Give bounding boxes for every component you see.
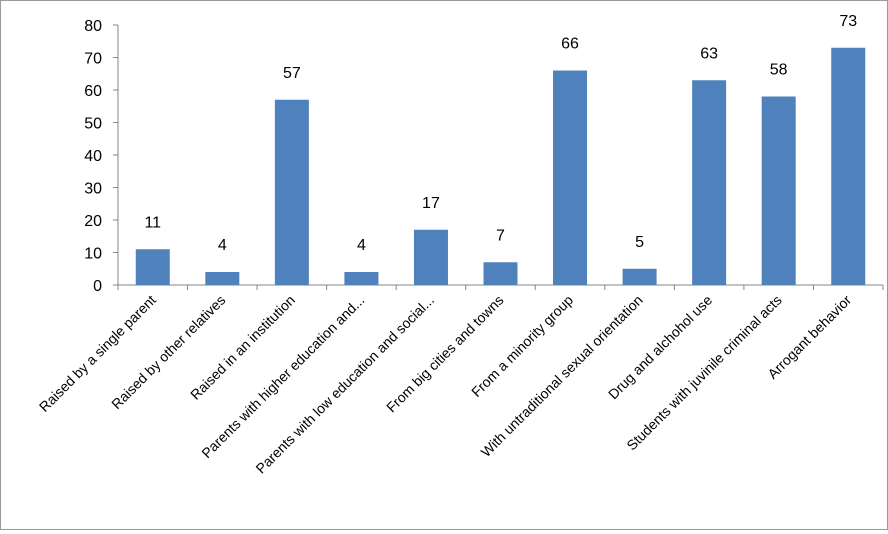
- y-tick-labels: 0 10 20 30 40 50 60 70 80: [84, 18, 102, 295]
- data-label: 58: [770, 62, 788, 79]
- y-tick-label: 40: [84, 148, 102, 165]
- y-tick-label: 50: [84, 116, 102, 133]
- data-label: 63: [700, 45, 718, 62]
- bar: [274, 99, 309, 285]
- bar: [692, 80, 727, 285]
- y-tick-label: 80: [84, 18, 102, 35]
- bars: [135, 47, 866, 285]
- data-label: 4: [357, 237, 366, 254]
- y-tick-label: 0: [93, 278, 102, 295]
- bar: [761, 96, 796, 285]
- y-tick-label: 70: [84, 51, 102, 68]
- data-label: 11: [144, 214, 161, 231]
- bar: [205, 272, 240, 285]
- y-tick-label: 60: [84, 83, 102, 100]
- data-label: 4: [218, 237, 227, 254]
- bar: [622, 268, 657, 285]
- bar: [831, 47, 866, 285]
- data-label: 57: [283, 65, 301, 82]
- x-tick-label: Students with juvinile criminal acts: [623, 292, 785, 454]
- y-tick-label: 20: [84, 213, 102, 230]
- data-label: 73: [839, 13, 857, 30]
- bar: [135, 249, 170, 285]
- y-tick-label: 30: [84, 181, 102, 198]
- data-label: 7: [496, 227, 505, 244]
- data-label: 5: [635, 234, 644, 251]
- data-label: 66: [561, 36, 579, 53]
- bar: [413, 229, 448, 285]
- x-tick-label: Raised by a single parent: [36, 292, 159, 415]
- bar: [344, 272, 379, 285]
- bar: [483, 262, 518, 285]
- x-tick-label: From big cities and towns: [383, 292, 507, 416]
- data-label: 17: [422, 195, 440, 212]
- bar: [553, 70, 588, 285]
- data-labels: 11 4 57 4 17 7 66 5 63 58 73: [144, 13, 857, 254]
- y-tick-label: 10: [84, 246, 102, 263]
- x-tick-label: Raised by other relatives: [108, 292, 228, 412]
